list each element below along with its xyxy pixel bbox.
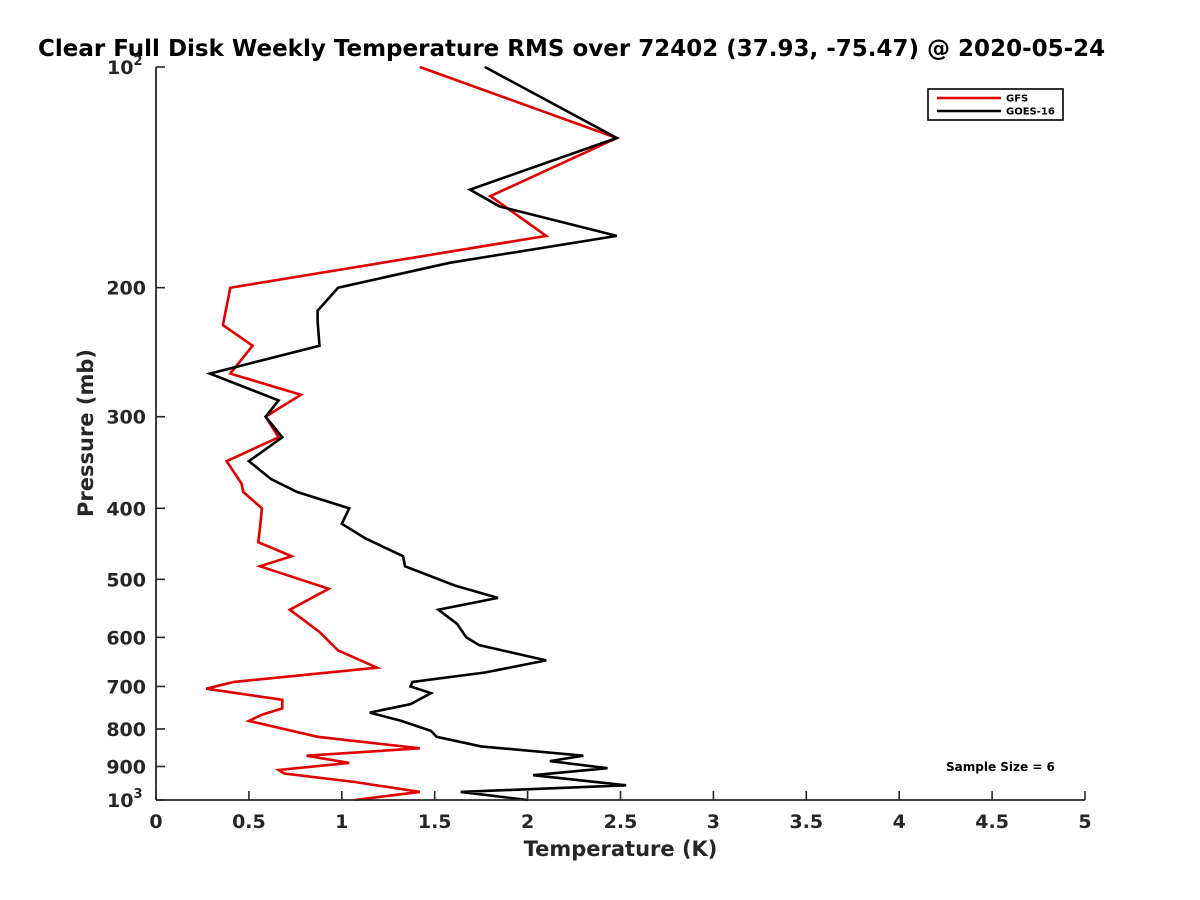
y-ticks: 102 200 300 400 500 600 700 800 900 103 bbox=[106, 54, 165, 812]
axes bbox=[155, 67, 1085, 801]
series-line-goes-16 bbox=[205, 65, 627, 802]
y-tick-label: 600 bbox=[106, 627, 146, 649]
y-tick-label: 400 bbox=[106, 498, 146, 520]
sample-size-annotation: Sample Size = 6 bbox=[946, 760, 1055, 774]
y-tick-label: 102 bbox=[107, 54, 143, 79]
y-tick-label: 900 bbox=[106, 756, 146, 778]
series-layer bbox=[205, 65, 627, 802]
x-axis-label: Temperature (K) bbox=[524, 837, 718, 861]
y-axis-label: Pressure (mb) bbox=[74, 349, 98, 517]
legend-label: GOES-16 bbox=[1006, 107, 1055, 118]
legend-entries: GFS GOES-16 bbox=[937, 94, 1055, 118]
x-tick-label: 0.5 bbox=[232, 811, 266, 833]
x-tick-label: 3.5 bbox=[789, 811, 823, 833]
x-tick-label: 2 bbox=[521, 811, 534, 833]
x-tick-label: 1 bbox=[335, 811, 348, 833]
x-ticks: 0 0.5 1 1.5 2 2.5 3 3.5 4 4.5 5 bbox=[149, 791, 1092, 833]
x-tick-label: 4 bbox=[893, 811, 906, 833]
legend-label: GFS bbox=[1006, 94, 1028, 105]
x-tick-label: 1.5 bbox=[418, 811, 452, 833]
y-tick-label: 300 bbox=[106, 407, 146, 429]
x-tick-label: 4.5 bbox=[975, 811, 1009, 833]
legend: GFS GOES-16 bbox=[927, 88, 1064, 121]
legend-box bbox=[927, 88, 1064, 121]
series-line-gfs bbox=[205, 65, 621, 802]
x-tick-label: 3 bbox=[707, 811, 720, 833]
chart-title: Clear Full Disk Weekly Temperature RMS o… bbox=[38, 36, 1105, 62]
y-tick-label: 700 bbox=[106, 676, 146, 698]
x-tick-label: 5 bbox=[1078, 811, 1091, 833]
x-tick-label: 0 bbox=[149, 811, 162, 833]
y-tick-label: 200 bbox=[106, 278, 146, 300]
y-tick-label: 800 bbox=[106, 719, 146, 741]
y-tick-label: 500 bbox=[106, 569, 146, 591]
x-tick-label: 2.5 bbox=[604, 811, 638, 833]
y-tick-label: 103 bbox=[107, 787, 143, 812]
